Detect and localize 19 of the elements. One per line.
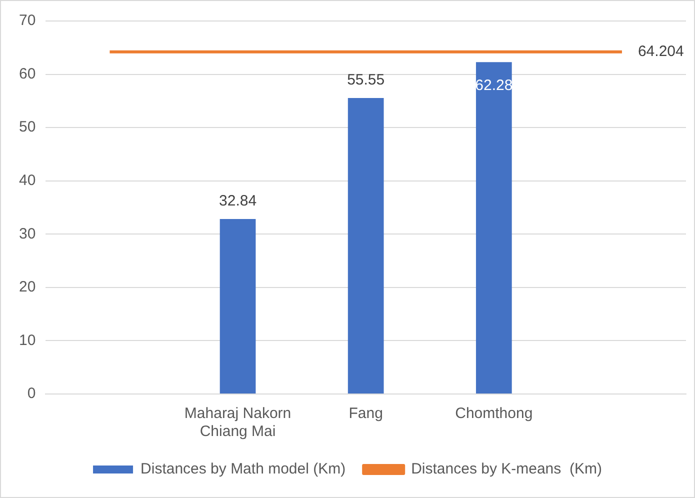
legend-label: Distances by K-means (Km) [411,460,602,478]
data-label: 55.55 [347,72,385,89]
x-tick-label: Fang [348,405,383,422]
legend-label: Distances by Math model (Km) [140,460,346,478]
y-tick-label: 40 [18,172,36,189]
x-tick-label: Chomthong [455,405,533,422]
x-tick-label: Maharaj Nakorn Chiang Mai [184,405,292,440]
data-label: 32.84 [219,192,257,210]
y-tick-label: 50 [18,118,36,136]
data-label: 64.204 [638,43,684,60]
y-tick-label: 30 [18,225,36,242]
y-tick-label: 0 [27,385,36,402]
y-tick-label: 10 [18,332,36,349]
bar [220,219,256,394]
bar [476,62,512,394]
bar [348,98,384,394]
y-tick-label: 20 [18,278,36,296]
y-tick-label: 70 [18,12,36,30]
y-tick-label: 60 [18,65,36,82]
